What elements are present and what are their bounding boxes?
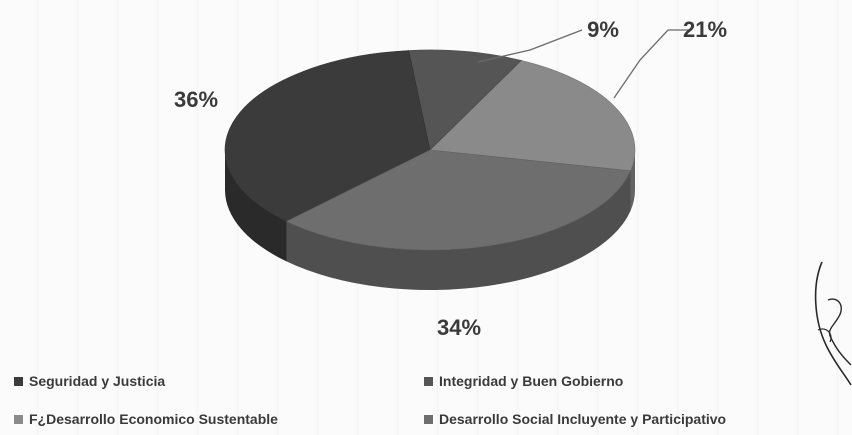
- legend-swatch: [14, 414, 23, 424]
- leader-line: [613, 29, 690, 99]
- legend-item-social: Desarrollo Social Incluyente y Participa…: [424, 411, 726, 427]
- slice-label-seguridad: 36%: [174, 87, 218, 112]
- legend-label: Desarrollo Social Incluyente y Participa…: [439, 411, 727, 427]
- pie-top-faces: [224, 49, 636, 251]
- pie-slice-1: [408, 49, 522, 151]
- pie-slice-3: [285, 149, 631, 251]
- legend-item-integridad: Integridad y Buen Gobierno: [424, 373, 623, 389]
- pie-slice-0: [224, 50, 431, 222]
- legend-label: F¿Desarrollo Economico Sustentable: [29, 411, 278, 427]
- slice-label-social: 34%: [437, 315, 481, 340]
- legend-label: Integridad y Buen Gobierno: [439, 373, 624, 389]
- legend-item-seguridad: Seguridad y Justicia: [14, 373, 165, 389]
- legend-swatch: [424, 414, 433, 424]
- slice-label-integridad: 9%: [587, 17, 619, 42]
- pie-side-wall: [286, 170, 631, 290]
- pie-leader-lines: [477, 29, 690, 99]
- legend-item-economico: F¿Desarrollo Economico Sustentable: [14, 411, 278, 427]
- leader-line: [477, 29, 583, 63]
- pie-3d-sides: [225, 150, 635, 290]
- legend-label: Seguridad y Justicia: [29, 373, 166, 389]
- legend-swatch: [14, 376, 23, 386]
- pie-side-wall: [630, 150, 635, 211]
- pie-side-wall: [225, 150, 287, 262]
- pie-percentage-labels: 36% 9% 21% 34%: [174, 17, 727, 340]
- slice-label-economico: 21%: [683, 17, 727, 42]
- legend-swatch: [424, 376, 433, 386]
- pie-slice-2: [429, 60, 636, 172]
